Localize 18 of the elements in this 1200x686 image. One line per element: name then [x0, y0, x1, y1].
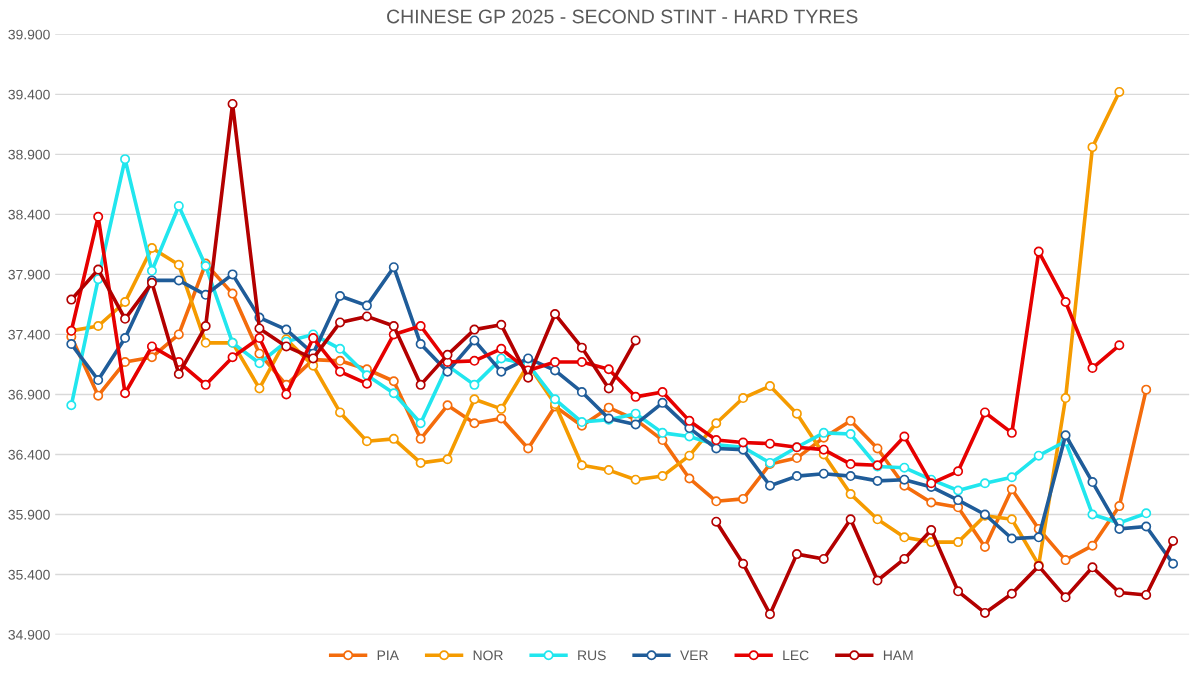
legend-label: NOR — [473, 650, 503, 661]
y-tick-label: 35.900 — [8, 509, 50, 520]
y-tick-label: 34.900 — [8, 629, 50, 640]
y-tick-label: 35.400 — [8, 569, 50, 580]
legend-label: HAM — [883, 650, 913, 661]
y-tick-label: 38.900 — [8, 149, 50, 160]
y-tick-label: 37.900 — [8, 269, 50, 280]
legend-label: PIA — [377, 650, 399, 661]
legend-label: LEC — [783, 650, 809, 661]
y-tick-label: 36.400 — [8, 449, 50, 460]
legend-label: RUS — [578, 650, 606, 661]
chart-title: CHINESE GP 2025 - SECOND STINT - HARD TYRES — [387, 9, 858, 24]
y-tick-label: 39.400 — [8, 89, 50, 100]
legend-label: VER — [680, 650, 708, 661]
y-tick-label: 39.900 — [8, 29, 50, 40]
y-tick-label: 38.400 — [8, 209, 50, 220]
y-tick-label: 37.400 — [8, 329, 50, 340]
y-tick-label: 36.900 — [8, 389, 50, 400]
